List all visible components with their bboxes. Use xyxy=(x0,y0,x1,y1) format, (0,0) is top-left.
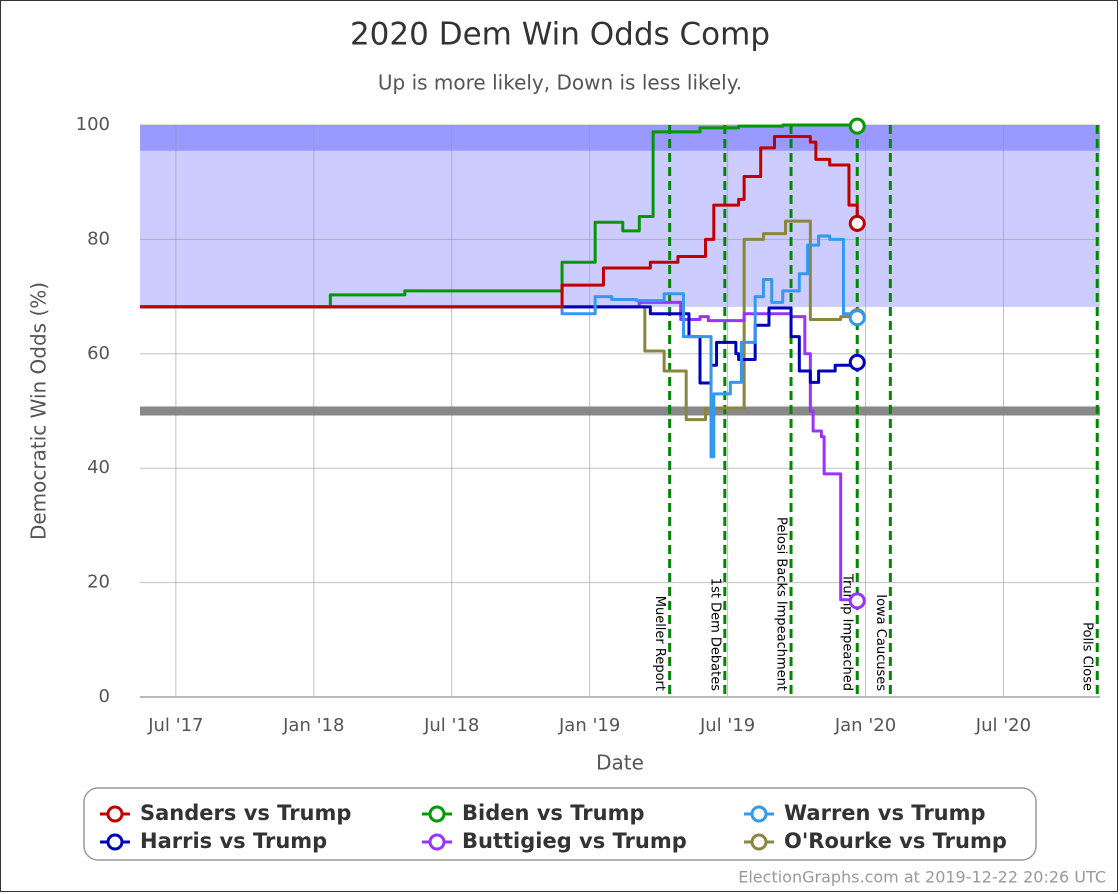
legend-label: Biden vs Trump xyxy=(462,801,644,825)
end-marker xyxy=(848,309,866,327)
end-marker xyxy=(848,214,866,232)
legend-swatch xyxy=(750,833,768,851)
x-tick-label: Jan '19 xyxy=(558,715,620,736)
legend-swatch xyxy=(750,805,768,823)
legend-swatch xyxy=(106,805,124,823)
event-label: 1st Dem Debates xyxy=(707,578,722,691)
y-tick-label: 100 xyxy=(76,114,110,135)
end-marker xyxy=(848,592,866,610)
band xyxy=(140,125,1100,307)
y-tick-label: 60 xyxy=(87,343,110,364)
legend-label: Sanders vs Trump xyxy=(140,801,351,825)
footer: ElectionGraphs.com at 2019-12-22 20:26 U… xyxy=(738,868,1106,887)
y-tick-label: 20 xyxy=(87,572,110,593)
y-tick-label: 0 xyxy=(99,686,110,707)
series-line xyxy=(140,123,859,309)
legend-label: Buttigieg vs Trump xyxy=(462,829,687,853)
event-label: Iowa Caucuses xyxy=(873,594,888,691)
event-label: Mueller Report xyxy=(652,596,667,691)
x-axis-label: Date xyxy=(596,751,644,775)
y-axis-label: Democratic Win Odds (%) xyxy=(27,282,51,540)
legend-swatch xyxy=(106,833,124,851)
end-marker xyxy=(848,117,866,135)
legend-label: Harris vs Trump xyxy=(140,829,327,853)
legend-box xyxy=(83,787,1037,861)
chart-title: 2020 Dem Win Odds Comp xyxy=(350,17,770,53)
y-tick-label: 40 xyxy=(87,457,110,478)
x-tick-label: Jan '18 xyxy=(282,715,344,736)
y-tick-label: 80 xyxy=(87,228,110,249)
chart-subtitle: Up is more likely, Down is less likely. xyxy=(378,71,742,95)
event-label: Polls Close xyxy=(1080,622,1095,691)
legend-label: O'Rourke vs Trump xyxy=(784,829,1007,853)
band xyxy=(140,125,1100,151)
series-line xyxy=(140,219,858,422)
x-tick-label: Jul '17 xyxy=(147,715,203,736)
end-marker xyxy=(848,353,866,371)
event-label: Pelosi Backs Impeachment xyxy=(774,517,789,691)
legend-swatch xyxy=(428,833,446,851)
legend-swatch xyxy=(428,805,446,823)
series-line xyxy=(140,234,859,459)
series-line xyxy=(140,300,859,602)
series-line xyxy=(140,134,859,309)
x-tick-label: Jul '18 xyxy=(423,715,479,736)
x-tick-label: Jan '20 xyxy=(834,715,896,736)
x-tick-label: Jul '19 xyxy=(699,715,755,736)
legend-label: Warren vs Trump xyxy=(784,801,986,825)
x-tick-label: Jul '20 xyxy=(975,715,1031,736)
